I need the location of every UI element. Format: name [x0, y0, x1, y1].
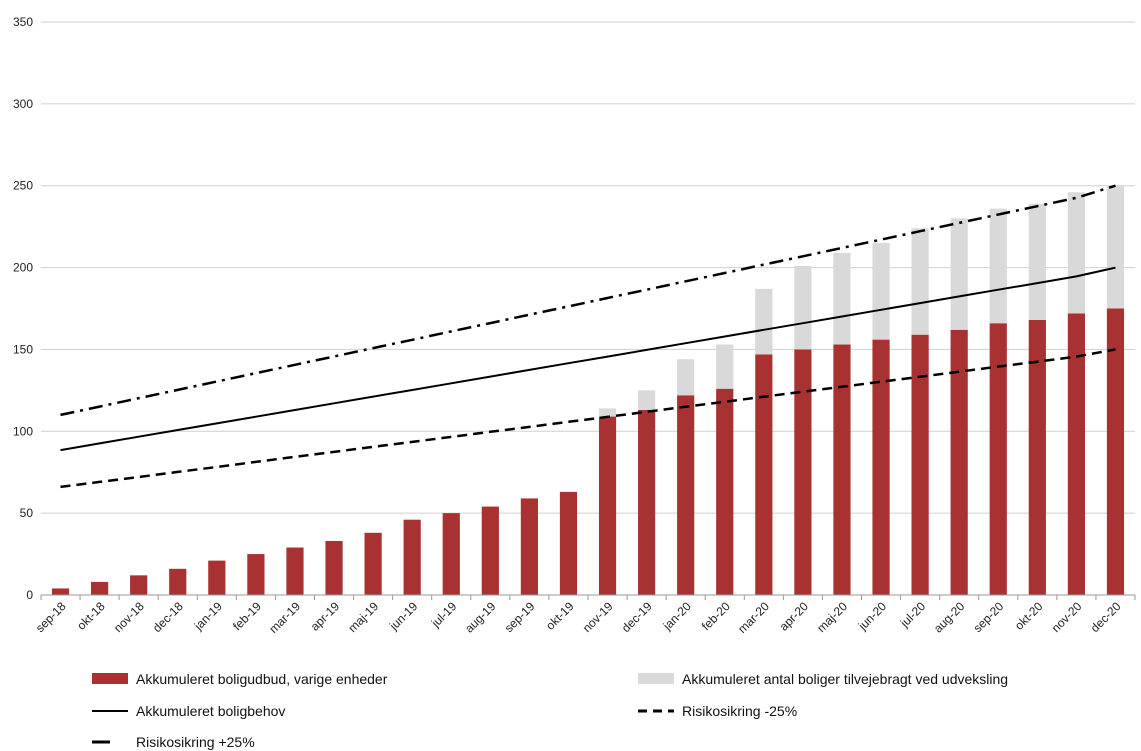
x-tick-label: jan-20 — [660, 599, 694, 633]
line-risiko-plus — [60, 184, 1116, 417]
x-tick-label: aug-20 — [931, 599, 968, 636]
bar-udveksling — [989, 208, 1007, 324]
bar-udveksling — [755, 288, 773, 355]
bars — [51, 185, 1125, 595]
bar-boligudbud — [911, 334, 929, 595]
legend-label-boligbehov: Akkumuleret boligbehov — [136, 703, 285, 719]
bar-boligudbud — [872, 339, 890, 595]
x-tick-label: dec-18 — [150, 599, 186, 635]
legend-label-udveksling: Akkumuleret antal boliger tilvejebragt v… — [682, 671, 1008, 687]
x-axis — [40, 594, 1136, 600]
x-tick-label: mar-20 — [735, 599, 772, 636]
bar-boligudbud — [247, 554, 265, 595]
x-tick-label: okt-18 — [74, 599, 108, 633]
bar-boligudbud — [794, 349, 812, 595]
x-tick-label: feb-20 — [699, 599, 733, 633]
bar-boligudbud — [520, 498, 538, 595]
legend-swatch-boligudbud — [92, 673, 128, 684]
bar-boligudbud — [286, 547, 304, 595]
bar-udveksling — [1028, 203, 1046, 320]
y-tick-label: 300 — [13, 97, 33, 111]
y-axis: 0 50 100 150 200 250 300 350 — [13, 15, 33, 602]
x-tick-label: apr-19 — [308, 599, 343, 634]
bar-boligudbud — [559, 491, 578, 595]
bar-boligudbud — [1028, 319, 1046, 595]
y-tick-label: 100 — [13, 424, 33, 438]
line-boligbehov — [60, 266, 1116, 452]
bar-udveksling — [794, 265, 812, 350]
x-tick-label: nov-18 — [111, 599, 147, 635]
bar-udveksling — [950, 218, 968, 330]
y-tick-label: 250 — [13, 179, 33, 193]
bar-boligudbud — [208, 560, 226, 595]
x-tick-labels: sep-18 okt-18 nov-18 dec-18 jan-19 feb-19 mar-… — [33, 599, 1124, 636]
bar-boligudbud — [677, 395, 695, 595]
bar-boligudbud — [950, 329, 968, 595]
y-tick-label: 150 — [13, 342, 33, 356]
bar-boligudbud — [169, 568, 187, 595]
x-tick-label: sep-18 — [33, 599, 69, 635]
x-tick-label: apr-20 — [777, 599, 812, 634]
x-tick-label: nov-20 — [1049, 599, 1085, 635]
x-tick-label: maj-19 — [345, 599, 381, 635]
y-tick-label: 200 — [13, 261, 33, 275]
bar-boligudbud — [481, 506, 499, 595]
bar-udveksling — [1106, 185, 1125, 309]
bar-udveksling — [833, 252, 851, 345]
y-tick-label: 350 — [13, 15, 33, 29]
legend-label-risiko-minus: Risikosikring -25% — [682, 703, 797, 719]
bar-boligudbud — [51, 588, 70, 595]
x-tick-label: nov-19 — [580, 599, 616, 635]
bar-boligudbud — [989, 323, 1007, 595]
bar-udveksling — [1067, 192, 1085, 314]
line-risiko-minus — [60, 348, 1116, 489]
bar-boligudbud — [1106, 308, 1125, 595]
bar-udveksling — [872, 243, 890, 340]
bar-udveksling — [911, 228, 929, 335]
bar-boligudbud — [716, 388, 734, 595]
bar-boligudbud — [91, 581, 109, 595]
x-tick-label: mar-19 — [266, 599, 303, 636]
bar-boligudbud — [442, 513, 460, 595]
bar-udveksling — [598, 408, 617, 417]
x-tick-label: jan-19 — [191, 599, 225, 633]
x-tick-label: sep-19 — [502, 599, 538, 635]
x-tick-label: jun-20 — [855, 599, 889, 633]
x-tick-label: sep-20 — [971, 599, 1007, 635]
x-tick-label: jul-19 — [428, 599, 460, 631]
x-tick-label: aug-19 — [462, 599, 499, 636]
bar-boligudbud — [598, 416, 617, 595]
x-tick-label: dec-20 — [1088, 599, 1124, 635]
grid — [41, 21, 1135, 514]
bar-boligudbud — [403, 519, 421, 595]
y-tick-label: 0 — [26, 588, 33, 602]
bar-boligudbud — [755, 354, 773, 595]
legend-label-boligudbud: Akkumuleret boligudbud, varige enheder — [136, 671, 388, 687]
bar-boligudbud — [1067, 313, 1085, 595]
bar-boligudbud — [638, 410, 656, 595]
bar-boligudbud — [364, 532, 382, 595]
lines — [60, 184, 1116, 489]
y-tick-label: 50 — [20, 506, 34, 520]
x-tick-label: dec-19 — [619, 599, 655, 635]
x-tick-label: okt-19 — [543, 599, 577, 633]
x-tick-label: jun-19 — [386, 599, 420, 633]
x-tick-label: jul-20 — [897, 599, 929, 631]
bar-boligudbud — [130, 575, 148, 595]
legend-label-risiko-plus: Risikosikring +25% — [136, 734, 255, 750]
legend-swatch-udveksling — [638, 673, 674, 684]
x-tick-label: okt-20 — [1012, 599, 1046, 633]
bar-udveksling — [638, 390, 656, 411]
bar-boligudbud — [325, 540, 343, 595]
x-tick-label: maj-20 — [814, 599, 850, 635]
bar-boligudbud — [833, 344, 851, 595]
x-tick-label: feb-19 — [230, 599, 264, 633]
legend: Akkumuleret boligudbud, varige enheder A… — [92, 671, 1008, 750]
bar-udveksling — [677, 359, 695, 396]
bar-udveksling — [716, 344, 734, 389]
